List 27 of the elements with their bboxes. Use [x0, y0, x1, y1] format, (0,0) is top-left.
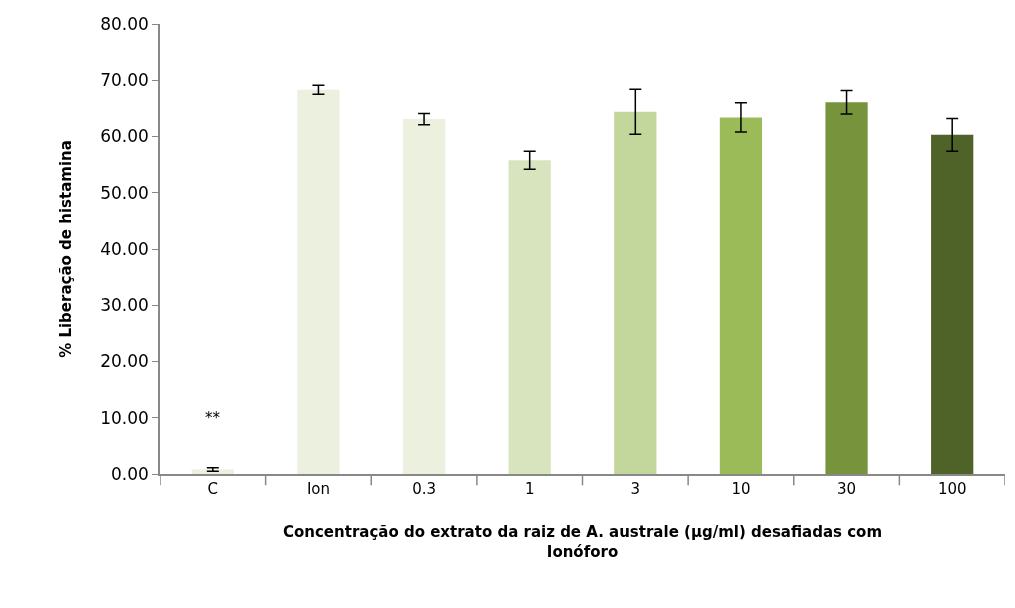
y-tick-label: 40.00 [100, 238, 149, 259]
y-tick-label: 30.00 [100, 295, 149, 316]
bar [825, 102, 868, 474]
x-tick-label: 30 [837, 479, 857, 498]
x-tick-label: C [207, 479, 219, 498]
bar [614, 111, 657, 474]
y-tick-label: 0.00 [110, 463, 149, 484]
x-tick-label: 10 [731, 479, 751, 498]
bar [402, 119, 446, 474]
y-tick-label: 70.00 [100, 70, 149, 91]
x-tick-label: Ion [306, 479, 330, 498]
bar [508, 160, 551, 474]
y-axis-title: % Liberação de histamina [56, 140, 75, 358]
x-tick-label: 100 [937, 479, 967, 498]
bar [931, 134, 974, 474]
y-tick-label: 50.00 [100, 182, 149, 203]
bar [297, 89, 340, 474]
x-tick-label: 1 [524, 479, 535, 498]
y-tick-label: 10.00 [100, 407, 149, 428]
y-tick-label: 20.00 [100, 351, 149, 372]
x-tick-label: 0.3 [412, 479, 436, 498]
annotation: ** [205, 409, 221, 427]
x-tick-label: 3 [630, 479, 641, 498]
bar [719, 117, 763, 474]
y-tick-label: 80.00 [100, 13, 149, 34]
y-tick-label: 60.00 [100, 126, 149, 147]
x-axis-title: Concentração do extrato da raiz de A. australe (µg/ml) desafiadas com Ionóforo [282, 523, 883, 561]
